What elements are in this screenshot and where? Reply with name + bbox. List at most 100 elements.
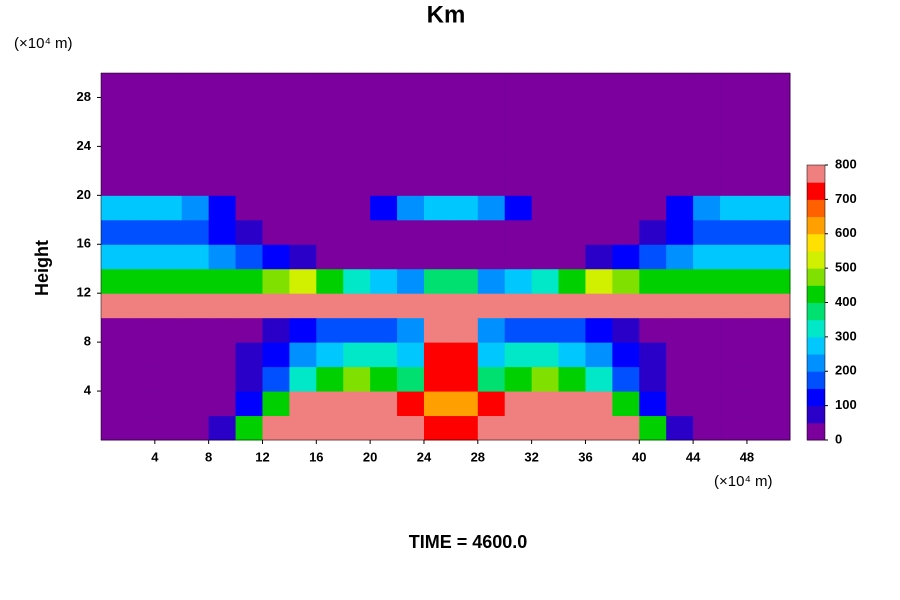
cell xyxy=(477,268,506,294)
cell xyxy=(289,268,317,294)
cell xyxy=(558,268,586,294)
cell xyxy=(693,415,721,441)
cell xyxy=(423,317,452,343)
colorbar-swatch xyxy=(807,302,825,321)
cell xyxy=(612,317,640,343)
cell xyxy=(773,342,791,368)
cell xyxy=(154,342,183,368)
x-tick-label: 32 xyxy=(524,449,538,464)
cell xyxy=(450,73,479,98)
cell xyxy=(208,97,237,123)
cell xyxy=(450,121,479,147)
cell xyxy=(154,268,183,294)
cell xyxy=(450,146,479,172)
cell xyxy=(585,219,613,245)
cell xyxy=(666,244,694,270)
cell xyxy=(101,73,129,98)
cell xyxy=(666,268,694,294)
colorbar-tick-label: 600 xyxy=(835,225,857,240)
cell xyxy=(639,219,667,245)
colorbar-swatch xyxy=(807,371,825,389)
cell xyxy=(289,195,317,221)
cell xyxy=(477,293,506,319)
cell xyxy=(746,342,775,368)
cell xyxy=(693,195,721,221)
cell xyxy=(666,317,694,343)
cell xyxy=(477,244,506,270)
cell xyxy=(693,391,721,417)
cell xyxy=(181,415,210,441)
colorbar-swatch xyxy=(807,233,825,252)
cell xyxy=(639,73,667,98)
cell xyxy=(181,121,210,147)
cell xyxy=(101,391,129,417)
cell xyxy=(370,244,398,270)
cell xyxy=(289,219,317,245)
cell xyxy=(235,293,263,319)
cell xyxy=(154,366,183,392)
cell xyxy=(181,146,210,172)
cell xyxy=(262,121,290,147)
cell xyxy=(693,293,721,319)
cell xyxy=(235,317,263,343)
cell xyxy=(181,317,210,343)
cell xyxy=(235,121,263,147)
cell xyxy=(450,366,479,392)
cell xyxy=(181,244,210,270)
cell xyxy=(450,317,479,343)
colorbar-swatch xyxy=(807,388,825,407)
cell xyxy=(316,342,344,368)
x-unit: (×10⁴ m) xyxy=(714,473,773,490)
cell xyxy=(558,146,586,172)
cell xyxy=(531,342,560,368)
cell xyxy=(450,391,479,417)
cell xyxy=(693,97,721,123)
cell xyxy=(208,170,237,196)
cell xyxy=(127,415,156,441)
cell xyxy=(397,415,425,441)
cell xyxy=(101,342,129,368)
cell xyxy=(235,146,263,172)
cell xyxy=(289,73,317,98)
colorbar-swatch xyxy=(807,165,825,183)
x-tick-label: 24 xyxy=(417,449,432,464)
cell xyxy=(693,121,721,147)
colorbar-tick-label: 200 xyxy=(835,363,857,378)
cell xyxy=(720,391,748,417)
cell xyxy=(423,415,452,441)
cell xyxy=(262,415,290,441)
cell xyxy=(612,366,640,392)
cell xyxy=(585,170,613,196)
cell xyxy=(612,244,640,270)
cell xyxy=(639,97,667,123)
cell xyxy=(127,195,156,221)
cell xyxy=(612,219,640,245)
cell xyxy=(477,121,506,147)
cell xyxy=(558,73,586,98)
cell xyxy=(343,170,371,196)
cell xyxy=(612,415,640,441)
cell xyxy=(558,195,586,221)
cell xyxy=(477,73,506,98)
cell xyxy=(666,342,694,368)
colorbar-swatch xyxy=(807,199,825,218)
cell xyxy=(450,195,479,221)
cell xyxy=(746,121,775,147)
cell xyxy=(558,317,586,343)
cell xyxy=(746,219,775,245)
cell xyxy=(746,170,775,196)
cell xyxy=(181,170,210,196)
cell xyxy=(127,342,156,368)
cell xyxy=(343,73,371,98)
cell xyxy=(693,268,721,294)
cell xyxy=(504,146,533,172)
cell xyxy=(423,268,452,294)
x-tick-label: 40 xyxy=(632,449,646,464)
cell xyxy=(693,146,721,172)
cell xyxy=(531,366,560,392)
cell xyxy=(585,73,613,98)
cell xyxy=(746,317,775,343)
cell xyxy=(720,244,748,270)
cell xyxy=(208,366,237,392)
cell xyxy=(531,170,560,196)
